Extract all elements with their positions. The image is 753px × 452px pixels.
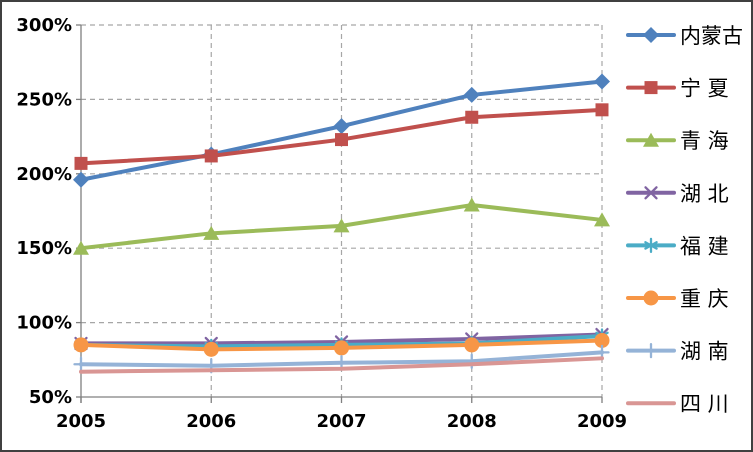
y-axis-tick-label: 50% [29, 387, 72, 408]
square-marker [74, 156, 88, 170]
square-marker [204, 149, 218, 163]
circle-marker [643, 290, 659, 306]
square-marker [644, 81, 658, 95]
legend-label: 福 建 [680, 234, 729, 258]
legend-label: 宁 夏 [680, 77, 729, 101]
triangle-marker [203, 225, 220, 240]
square-marker [465, 110, 479, 124]
x-axis-tick-label: 2008 [447, 411, 497, 432]
series-宁夏 [74, 103, 609, 170]
legend-label: 重 庆 [680, 287, 729, 311]
legend-item-四川: 四 川 [626, 392, 729, 416]
square-marker [595, 103, 609, 117]
y-axis-tick-label: 150% [16, 238, 72, 259]
legend-item-内蒙古: 内蒙古 [626, 24, 743, 48]
legend-item-福建: 福 建 [626, 234, 729, 258]
legend-label: 湖 南 [680, 340, 729, 364]
series-四川 [79, 356, 604, 374]
x-axis-tick-label: 2006 [186, 411, 236, 432]
legend-item-青海: 青 海 [626, 129, 729, 153]
x-axis-tick-label: 2009 [577, 411, 627, 432]
circle-marker [594, 332, 610, 348]
diamond-marker [73, 171, 89, 188]
y-axis-tick-label: 250% [16, 89, 72, 110]
legend-label: 湖 北 [680, 182, 729, 206]
x-axis-tick-label: 2007 [316, 411, 366, 432]
legend-item-湖北: 湖 北 [626, 182, 729, 206]
asterisk-marker [644, 241, 658, 250]
circle-marker [334, 340, 349, 356]
y-axis-tick-label: 100% [16, 313, 72, 334]
circle-marker [203, 341, 219, 357]
y-axis-tick-label: 300% [16, 15, 72, 36]
y-axis-tick-label: 200% [16, 164, 72, 185]
triangle-marker [594, 212, 610, 227]
series-重庆 [73, 332, 610, 357]
legend-item-重庆: 重 庆 [626, 287, 729, 311]
square-marker [335, 133, 348, 147]
triangle-marker [333, 218, 350, 233]
legend-label: 内蒙古 [680, 24, 743, 48]
legend-item-宁夏: 宁 夏 [626, 77, 729, 101]
triangle-marker [73, 240, 89, 255]
diamond-marker [333, 118, 350, 135]
x-marker [644, 186, 658, 200]
series-青海 [73, 197, 610, 255]
triangle-marker [643, 132, 659, 147]
series-line [79, 356, 604, 374]
circle-marker [464, 337, 480, 353]
triangle-marker [463, 197, 480, 212]
diamond-marker [643, 27, 659, 43]
diamond-marker [594, 73, 610, 90]
x-axis-tick-label: 2005 [56, 411, 106, 432]
legend-label: 四 川 [680, 392, 729, 416]
legend-item-湖南: 湖 南 [626, 340, 729, 364]
diamond-marker [463, 86, 480, 103]
legend-label: 青 海 [680, 129, 729, 153]
circle-marker [73, 337, 89, 353]
